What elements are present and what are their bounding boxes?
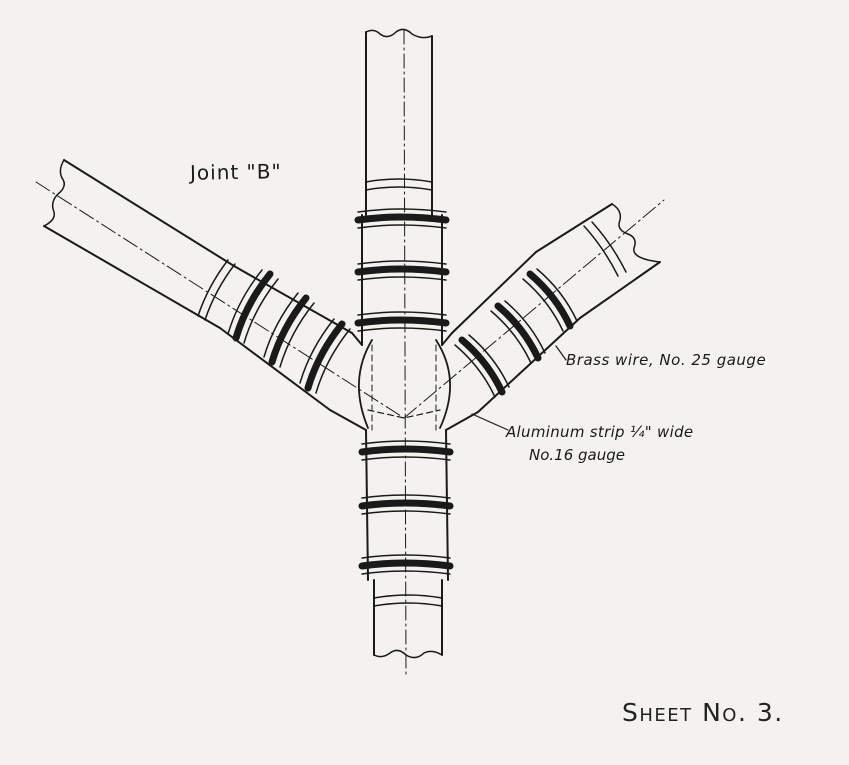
- left-wire-wrap-edges: [227, 269, 351, 394]
- left-branch-tube: [35, 159, 405, 419]
- right-wire-wrap-edges: [454, 268, 578, 398]
- aluminum-strip-callout: Aluminum strip ¼" wide: [506, 423, 694, 441]
- leader-lines: [471, 345, 567, 431]
- aluminum-strip-leader: [471, 413, 509, 431]
- aluminum-gauge-callout: No.16 gauge: [529, 446, 625, 464]
- vertical-tube: [361, 28, 449, 676]
- vertical-wire-wrap-edges: [357, 208, 451, 575]
- brass-wire-leader: [555, 345, 567, 361]
- brass-wire-callout: Brass wire, No. 25 gauge: [566, 351, 767, 369]
- vertical-wire-wraps: [354, 213, 454, 570]
- right-branch-tube: [403, 199, 665, 419]
- sheet-number: Sheet No. 3.: [622, 698, 784, 727]
- left-wire-wraps: [232, 270, 346, 392]
- joint-title: Joint "B": [189, 159, 282, 185]
- right-wire-wraps: [458, 270, 574, 396]
- junction: [329, 332, 479, 431]
